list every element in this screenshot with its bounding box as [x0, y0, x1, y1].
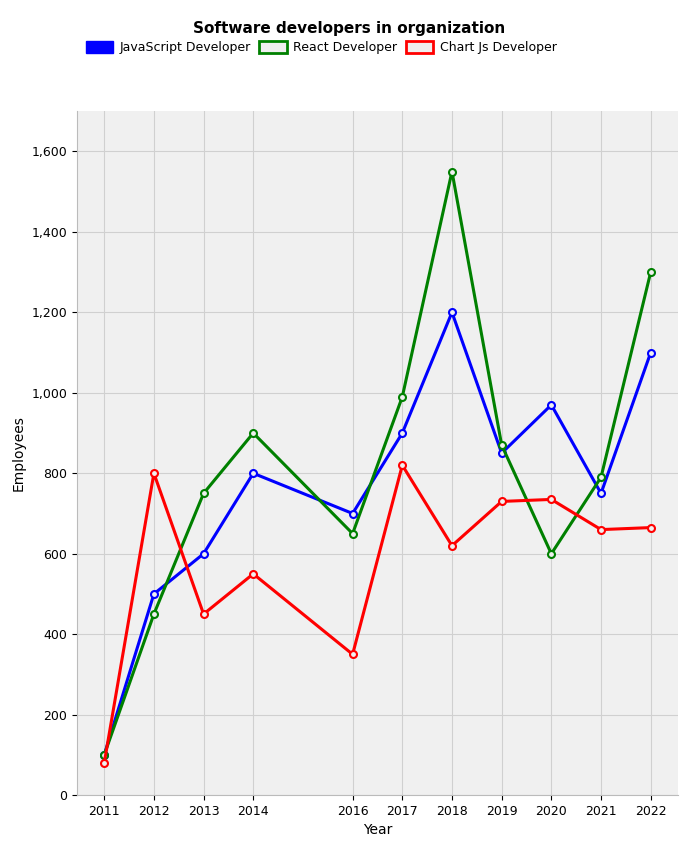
X-axis label: Year: Year	[363, 823, 392, 837]
Legend: JavaScript Developer, React Developer, Chart Js Developer: JavaScript Developer, React Developer, C…	[83, 38, 559, 57]
Text: Software developers in organization: Software developers in organization	[194, 21, 505, 37]
Y-axis label: Employees: Employees	[12, 416, 26, 491]
